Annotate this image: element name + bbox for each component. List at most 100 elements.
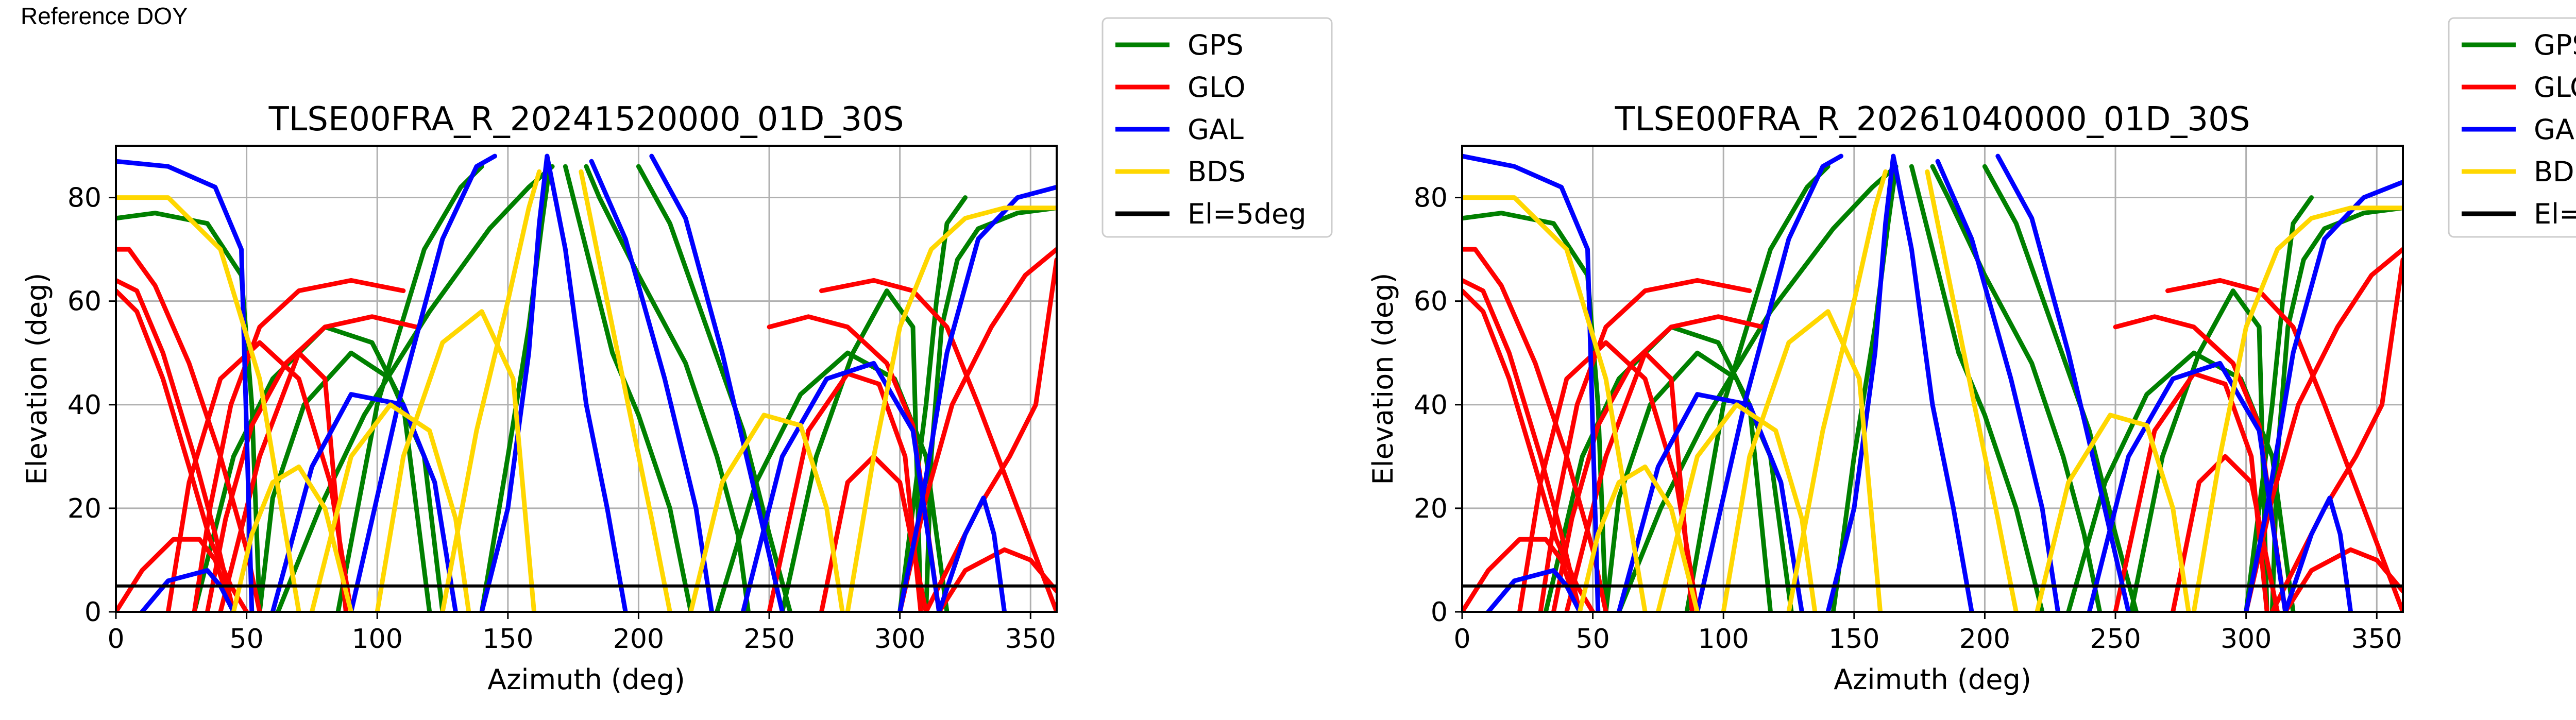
legend-box	[1101, 17, 1333, 238]
corner-label: Reference DOY	[21, 3, 188, 29]
legend-label: El=5deg	[1188, 198, 1307, 230]
series-glo-arc	[165, 340, 353, 612]
y-tick-label: 80	[67, 183, 101, 214]
x-tick-label: 300	[2221, 624, 2272, 655]
series-gal-arc	[1695, 153, 1843, 612]
series-bds-arc	[116, 195, 301, 612]
series-gps-arc	[276, 164, 555, 612]
series-gps-arc	[1930, 164, 2103, 612]
series-gal-arc	[589, 159, 714, 612]
series-layer	[116, 153, 1057, 612]
x-axis-label: Azimuth (deg)	[1834, 663, 2031, 696]
series-glo-arc	[2283, 547, 2403, 612]
series-bds-arc	[845, 205, 1057, 612]
series-bds-arc	[1721, 309, 1883, 612]
legend-label: GPS	[2534, 29, 2576, 61]
chart-title: TLSE00FRA_R_20261040000_01D_30S	[1615, 100, 2250, 139]
x-tick-label: 200	[1959, 624, 2010, 655]
y-tick-label: 0	[1431, 597, 1448, 628]
series-glo-arc	[937, 547, 1057, 612]
series-bds-arc	[2191, 205, 2403, 612]
series-glo-arc	[2165, 278, 2403, 612]
series-bds-arc	[440, 169, 542, 612]
series-bds-arc	[1462, 195, 1648, 612]
x-tick-label: 350	[1005, 624, 1056, 655]
series-bds-arc	[2035, 413, 2191, 612]
series-gps-arc	[1982, 164, 2139, 612]
legend-label: GAL	[1188, 113, 1244, 146]
x-tick-label: 150	[482, 624, 533, 655]
series-bds-arc	[579, 169, 672, 612]
series-gps-arc	[1462, 211, 1608, 612]
y-tick-label: 0	[84, 597, 101, 628]
series-bds-arc	[1925, 169, 2019, 612]
series-gal-arc	[2283, 495, 2353, 612]
series-layer	[1462, 153, 2403, 612]
legend-label: El=5deg	[2534, 198, 2576, 230]
series-gal-arc	[479, 153, 550, 612]
y-tick-label: 20	[67, 493, 101, 524]
x-tick-label: 350	[2351, 624, 2402, 655]
series-glo-arc	[205, 314, 419, 612]
x-tick-label: 250	[2090, 624, 2141, 655]
series-bds-arc	[231, 464, 353, 612]
x-tick-label: 150	[1828, 624, 1879, 655]
series-glo-arc	[923, 257, 1057, 612]
series-glo-arc	[2269, 257, 2403, 612]
series-bds-arc	[1786, 169, 1888, 612]
x-tick-label: 50	[230, 624, 264, 655]
y-tick-label: 40	[1414, 390, 1448, 421]
y-axis-label: Elevation (deg)	[1367, 273, 1399, 485]
x-tick-label: 200	[613, 624, 664, 655]
y-axis-label: Elevation (deg)	[21, 273, 53, 485]
series-gps-arc	[636, 164, 793, 612]
series-glo-arc	[2244, 247, 2403, 612]
x-axis-label: Azimuth (deg)	[487, 663, 685, 696]
series-glo-arc	[819, 278, 1057, 612]
series-glo-arc	[767, 371, 923, 612]
series-glo-arc	[897, 247, 1057, 612]
y-tick-label: 60	[67, 286, 101, 317]
legend-label: BDS	[1188, 156, 1246, 188]
series-gal-arc	[897, 184, 1057, 612]
legend: GPS GLO GAL BDS El=5deg	[2448, 17, 2576, 238]
legend-label: BDS	[2534, 156, 2576, 188]
legend-label: GLO	[1188, 71, 1246, 104]
x-tick-label: 0	[107, 624, 124, 655]
series-gps-arc	[116, 211, 262, 612]
x-tick-label: 100	[352, 624, 403, 655]
series-bds-arc	[375, 309, 537, 612]
series-glo-arc	[192, 278, 406, 612]
series-gal-arc	[649, 153, 785, 612]
series-gal-arc	[545, 153, 628, 612]
series-bds-arc	[688, 413, 845, 612]
series-gal-arc	[270, 392, 458, 612]
axes-frame	[1461, 145, 2404, 613]
series-gal-arc	[1616, 392, 1804, 612]
y-tick-label: 80	[1414, 183, 1448, 214]
series-gps-arc	[584, 164, 751, 612]
series-gps-arc	[779, 288, 923, 612]
series-gal-arc	[1486, 568, 1582, 612]
x-tick-label: 250	[743, 624, 794, 655]
series-gal-arc	[116, 159, 255, 612]
x-tick-label: 300	[874, 624, 925, 655]
y-tick-label: 20	[1414, 493, 1448, 524]
series-gps-arc	[2066, 350, 2296, 612]
x-tick-label: 50	[1576, 624, 1610, 655]
chart-1: 0 50 100 150 200 250 300 350 0 20 40 60 80 TLSE00FRA_…	[21, 17, 1333, 696]
y-tick-label: 40	[67, 390, 101, 421]
legend-label: GPS	[1188, 29, 1244, 61]
chart-title: TLSE00FRA_R_20241520000_01D_30S	[268, 100, 904, 139]
series-glo-arc	[1538, 278, 1752, 612]
chart-2: 0 50 100 150 200 250 300 350 0 20 40 60 80 TLSE00FRA_…	[1367, 17, 2576, 696]
series-glo-arc	[2113, 371, 2269, 612]
series-gal-arc	[140, 568, 236, 612]
legend-label: GLO	[2534, 71, 2576, 104]
series-gal-arc	[1825, 153, 1896, 612]
x-tick-label: 0	[1453, 624, 1470, 655]
axes-frame	[115, 145, 1058, 613]
series-glo-arc	[1551, 314, 1765, 612]
series-gal-arc	[2244, 179, 2403, 612]
